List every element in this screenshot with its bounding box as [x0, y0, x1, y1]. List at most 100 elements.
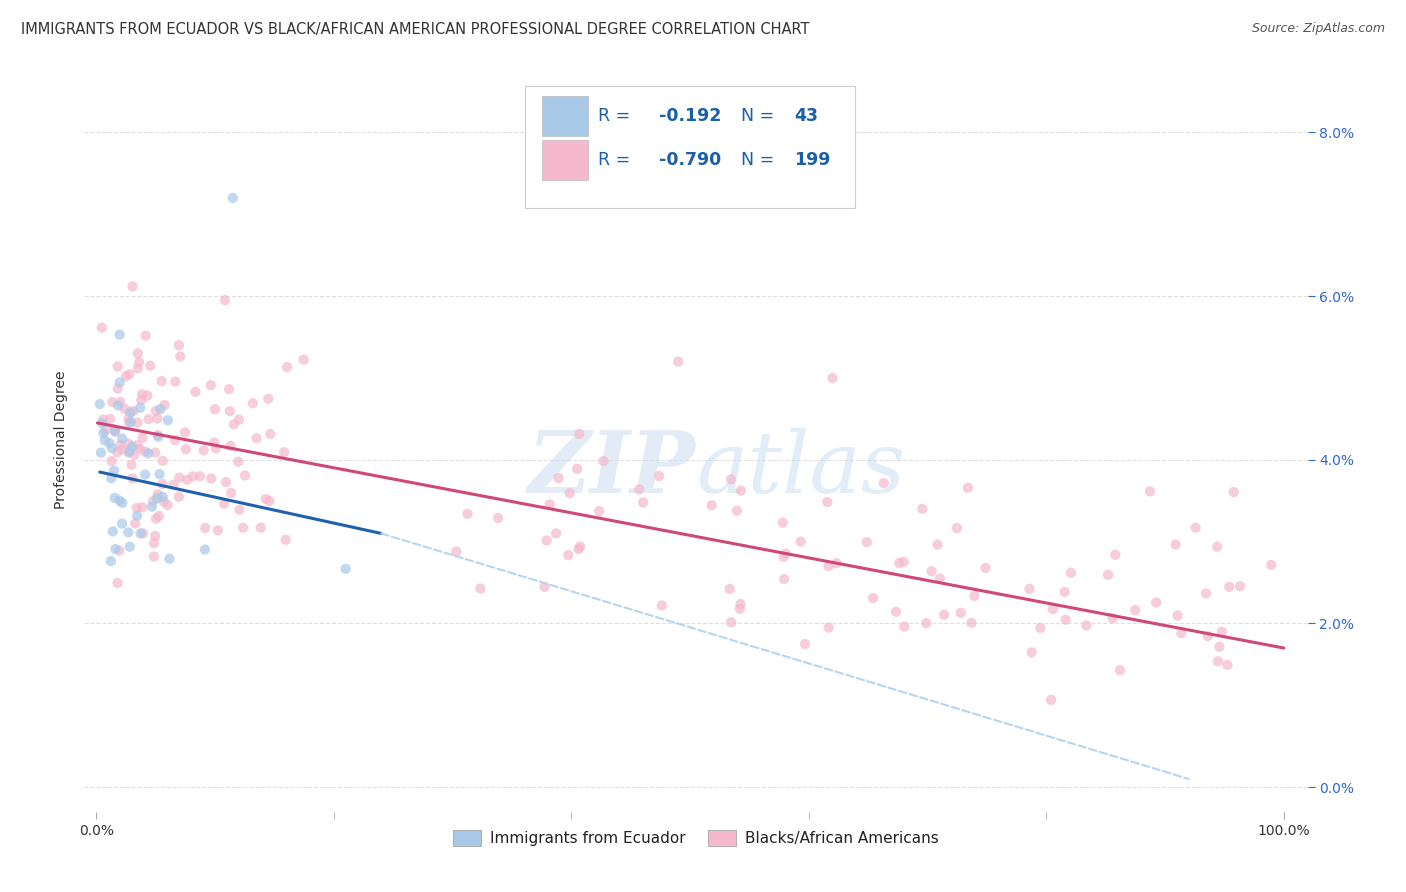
Point [105, 445, 128, 459]
Point [101, 395, 124, 409]
Point [194, 521, 217, 535]
Point [152, 490, 174, 504]
Point [101, 524, 124, 539]
Point [153, 398, 176, 412]
Point [117, 525, 139, 540]
Point [129, 401, 152, 415]
Point [200, 378, 222, 392]
Point [1195, 586, 1218, 600]
Point [228, 502, 250, 516]
Point [111, 496, 134, 510]
Point [103, 464, 125, 478]
Point [232, 521, 254, 535]
Point [108, 327, 131, 342]
Point [222, 191, 245, 205]
Point [233, 468, 256, 483]
Point [115, 369, 138, 384]
Point [128, 355, 150, 369]
Point [249, 521, 271, 535]
Point [794, 637, 817, 651]
Point [122, 404, 145, 418]
Point [536, 533, 558, 548]
Point [815, 495, 838, 509]
Point [118, 446, 141, 460]
Point [108, 543, 131, 558]
Point [107, 359, 129, 374]
Point [790, 534, 813, 549]
Point [167, 490, 190, 504]
Point [446, 544, 468, 558]
Text: -0.790: -0.790 [659, 151, 721, 169]
Point [893, 555, 915, 569]
Point [628, 483, 651, 497]
Point [569, 540, 592, 554]
Point [107, 381, 129, 395]
Point [108, 493, 131, 508]
Point [141, 500, 163, 514]
Point [117, 436, 139, 450]
Point [207, 524, 229, 538]
Point [167, 338, 190, 352]
Point [212, 497, 235, 511]
Point [142, 549, 165, 564]
Point [651, 599, 673, 613]
Point [111, 442, 134, 457]
Point [118, 416, 141, 430]
Point [946, 521, 969, 535]
Point [145, 404, 167, 418]
Point [135, 328, 157, 343]
Point [176, 473, 198, 487]
Point [111, 516, 134, 531]
Point [214, 293, 236, 307]
Point [470, 582, 492, 596]
Point [1042, 602, 1064, 616]
Point [103, 422, 125, 436]
Point [148, 430, 170, 444]
Point [873, 476, 896, 491]
Point [245, 431, 267, 445]
Text: 199: 199 [794, 151, 830, 169]
Point [110, 395, 132, 409]
Point [921, 564, 943, 578]
Point [111, 432, 134, 446]
Point [226, 455, 249, 469]
Point [169, 470, 191, 484]
Point [1139, 484, 1161, 499]
Point [457, 507, 479, 521]
Point [117, 411, 139, 425]
Point [219, 486, 242, 500]
Point [1166, 608, 1188, 623]
Point [1144, 595, 1167, 609]
Point [124, 516, 146, 531]
Point [91, 413, 114, 427]
Point [162, 477, 184, 491]
Point [565, 461, 588, 475]
Point [114, 401, 136, 416]
Point [104, 425, 127, 439]
Point [568, 427, 591, 442]
Point [143, 529, 166, 543]
Point [1018, 582, 1040, 596]
Point [194, 542, 217, 557]
Point [1104, 548, 1126, 562]
Point [648, 469, 671, 483]
Point [700, 499, 723, 513]
Point [129, 526, 152, 541]
Point [128, 442, 150, 456]
Point [718, 582, 741, 596]
Point [956, 481, 979, 495]
Point [631, 495, 654, 509]
Point [538, 497, 561, 511]
Point [960, 615, 983, 630]
Point [911, 501, 934, 516]
Point [1164, 538, 1187, 552]
Point [775, 547, 797, 561]
Point [1040, 693, 1063, 707]
Point [146, 487, 169, 501]
Point [118, 540, 141, 554]
Point [152, 477, 174, 491]
Point [862, 591, 884, 605]
Point [131, 500, 153, 515]
Point [1029, 621, 1052, 635]
Point [181, 469, 204, 483]
